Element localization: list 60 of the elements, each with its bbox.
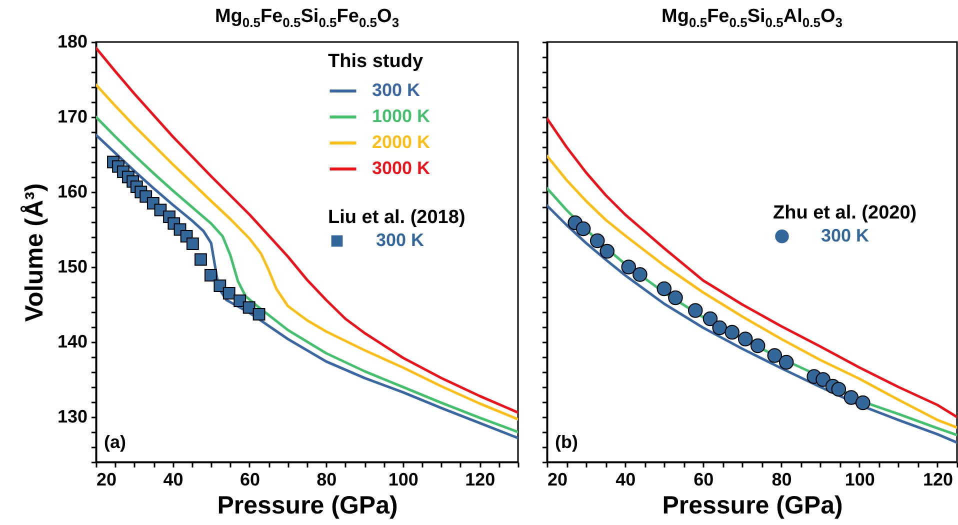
- point: [831, 382, 846, 397]
- legend-label: 1000 K: [372, 106, 430, 126]
- point: [656, 281, 672, 296]
- point: [702, 311, 718, 326]
- legend-label: 300 K: [376, 230, 424, 250]
- x-tick-label: 100: [388, 470, 418, 490]
- x-tick-label: 40: [163, 470, 184, 490]
- x-tick-label: 60: [694, 470, 714, 490]
- legend-label: 2000 K: [372, 132, 430, 152]
- legend-label: 3000 K: [372, 158, 430, 178]
- text: Liu et al. (2018): [328, 207, 466, 228]
- point: [668, 290, 683, 306]
- chart-title: Mg$_{0.5}$Fe$_{0.5}$Si$_{0.5}$Al$_{0.5}$O$_{3}$: [662, 6, 842, 30]
- point: [621, 260, 636, 274]
- chart-title: Mg$_{0.5}$Fe$_{0.5}$Si$_{0.5}$Fe$_{0.5}$O$_{3}$: [214, 6, 400, 30]
- point: [712, 320, 727, 336]
- x-tick-label: 20: [548, 470, 568, 490]
- y-tick-label: 170: [57, 106, 88, 126]
- point: [688, 303, 703, 318]
- point: [186, 238, 199, 250]
- point: [750, 338, 766, 354]
- point: [724, 324, 740, 340]
- x-tick-label: 120: [922, 470, 953, 490]
- point: [214, 280, 226, 292]
- x-tick-label: 40: [616, 470, 636, 490]
- point: [632, 267, 648, 282]
- point: [590, 233, 605, 248]
- legend-label: 300 K: [372, 80, 420, 100]
- point: [600, 244, 615, 259]
- x-tick-label: 120: [465, 470, 496, 490]
- point: [234, 294, 246, 307]
- y-tick-label: 180: [57, 32, 88, 52]
- point: [252, 308, 266, 320]
- annotation: (b): [555, 432, 578, 452]
- point: [222, 287, 236, 300]
- point: [856, 395, 870, 410]
- x-tick-label: 20: [96, 470, 117, 490]
- legend-title: Zhu et al. (2020): [773, 202, 917, 224]
- y-tick-label: 150: [57, 256, 88, 276]
- legend-label: 300 K: [821, 225, 870, 246]
- point: [576, 221, 591, 236]
- x-tick-label: 80: [772, 470, 792, 490]
- y-tick-label: 130: [57, 406, 88, 426]
- y-axis-title: Volume (Å³): [19, 183, 48, 322]
- point: [844, 390, 859, 405]
- x-tick-label: 80: [316, 470, 337, 490]
- point: [767, 348, 782, 363]
- y-tick-label: 140: [57, 332, 88, 352]
- x-tick-label: 60: [240, 470, 260, 490]
- annotation: (a): [104, 432, 126, 452]
- x-axis-title: Pressure (GPa): [662, 492, 843, 520]
- point: [778, 354, 794, 370]
- point: [204, 269, 217, 282]
- y-tick-label: 160: [57, 182, 88, 202]
- point: [194, 253, 207, 266]
- text: This study: [328, 51, 424, 72]
- point: [738, 332, 753, 346]
- x-axis-title: Pressure (GPa): [217, 492, 398, 520]
- point: [816, 372, 830, 387]
- x-tick-label: 100: [844, 470, 875, 490]
